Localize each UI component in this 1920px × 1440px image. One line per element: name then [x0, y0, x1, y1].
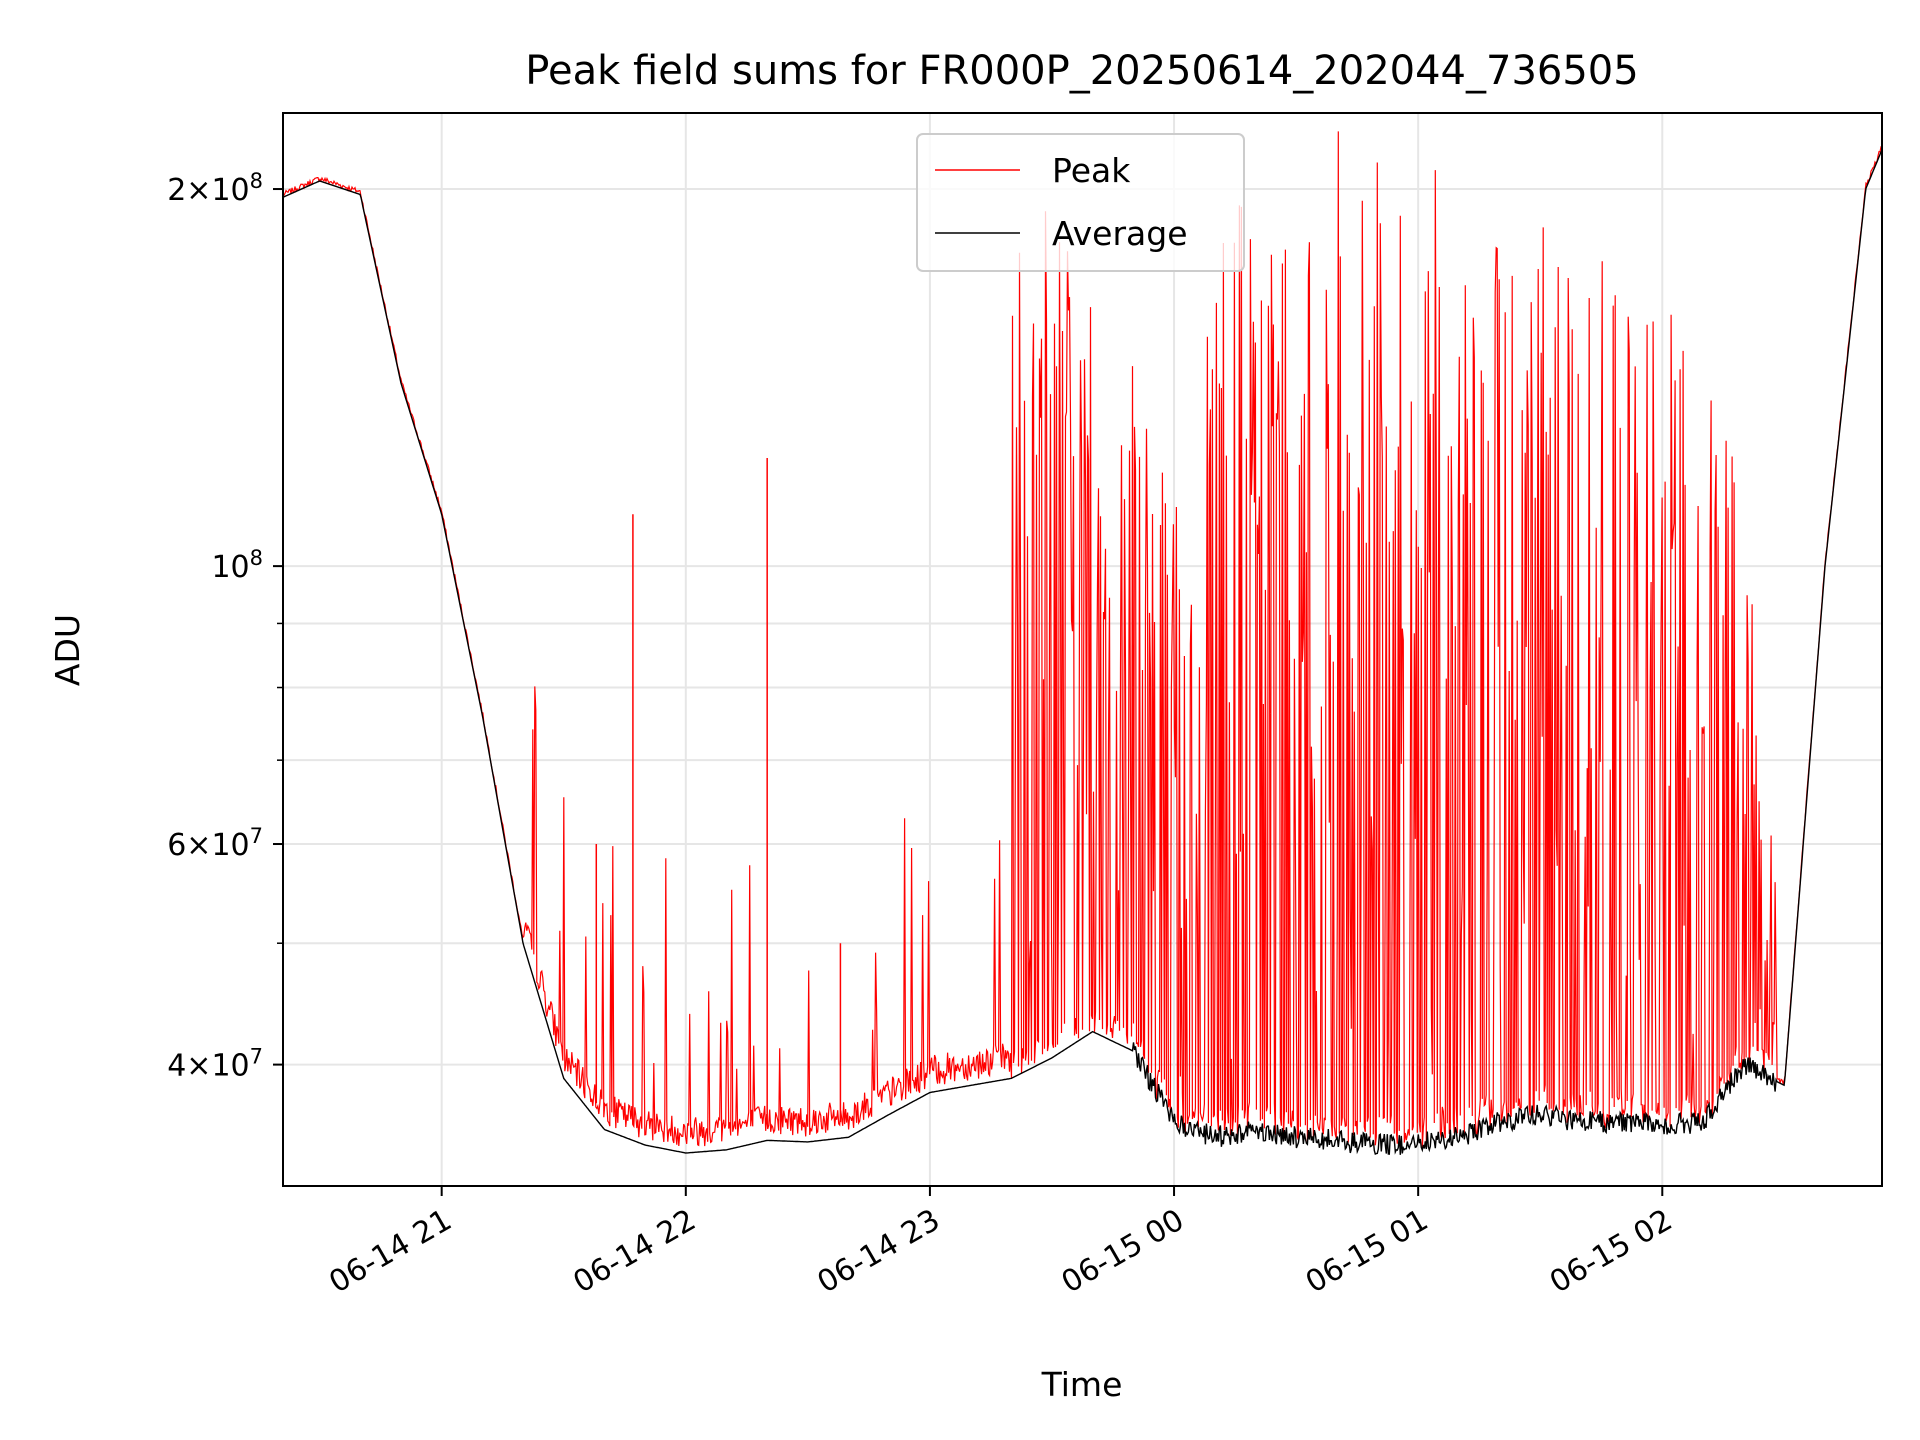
series-average-line [282, 149, 1883, 1155]
legend-peak-label: Peak [1052, 151, 1131, 190]
plot-area [282, 131, 1883, 1155]
chart-title: Peak field sums for FR000P_20250614_2020… [525, 48, 1638, 94]
legend-average-label: Average [1052, 214, 1188, 253]
y-tick-label: 6×107 [167, 824, 263, 863]
legend-box [916, 133, 1245, 272]
y-tick-label: 4×107 [167, 1045, 263, 1084]
y-tick-label: 2×108 [167, 169, 263, 208]
x-axis-label: Time [1041, 1365, 1123, 1404]
plot-frame [282, 112, 1883, 1187]
y-axis-label: ADU [48, 614, 87, 686]
series-peak-line [282, 131, 1883, 1149]
legend: Peak Average [916, 133, 1245, 272]
